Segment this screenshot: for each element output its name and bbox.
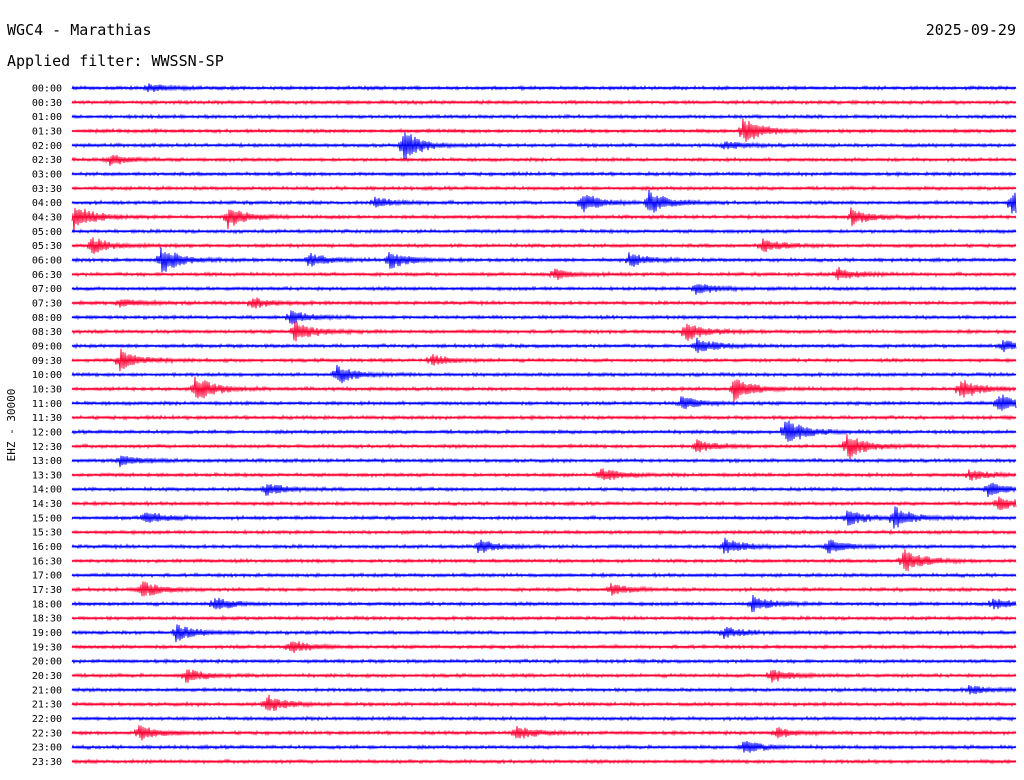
time-tick-label: 06:00	[32, 255, 62, 266]
seismic-trace	[71, 624, 1017, 643]
time-tick-label: 22:30	[32, 728, 62, 739]
seismic-trace	[71, 266, 1017, 281]
trace-group	[71, 83, 1017, 765]
time-tick-label: 15:00	[32, 513, 62, 524]
time-tick-label: 01:00	[32, 112, 62, 123]
time-tick-label: 04:30	[32, 212, 62, 223]
time-tick-label: 11:00	[32, 399, 62, 410]
time-tick-label: 17:30	[32, 585, 62, 596]
time-tick-label: 10:30	[32, 384, 62, 395]
time-tick-label: 05:30	[32, 241, 62, 252]
time-tick-label: 13:00	[32, 456, 62, 467]
date-label: 2025-09-29	[925, 21, 1016, 39]
time-tick-label: 08:30	[32, 327, 62, 338]
time-tick-label: 07:30	[32, 298, 62, 309]
time-tick-label: 12:00	[32, 427, 62, 438]
time-tick-labels: 00:00 00:30 01:00 01:30 02:00 02:30 03:00 03:30…	[32, 84, 62, 769]
time-tick-label: 03:00	[32, 169, 62, 180]
seismic-trace	[71, 118, 1017, 142]
time-tick-label: 11:30	[32, 413, 62, 424]
filter-label: Applied filter: WWSSN-SP	[7, 52, 224, 70]
time-tick-label: 16:30	[32, 556, 62, 567]
time-tick-label: 19:00	[32, 628, 62, 639]
seismic-trace	[71, 154, 1017, 166]
time-tick-label: 08:00	[32, 313, 62, 324]
time-tick-label: 18:30	[32, 614, 62, 625]
time-tick-label: 12:30	[32, 442, 62, 453]
time-tick-label: 09:30	[32, 356, 62, 367]
seismic-trace	[71, 207, 1017, 232]
time-tick-label: 22:00	[32, 714, 62, 725]
time-tick-label: 00:30	[32, 98, 62, 109]
station-title: WGC4 - Marathias	[7, 21, 152, 39]
time-tick-label: 19:30	[32, 642, 62, 653]
time-tick-label: 21:30	[32, 700, 62, 711]
time-tick-label: 14:00	[32, 485, 62, 496]
time-tick-label: 17:00	[32, 571, 62, 582]
time-tick-label: 07:00	[32, 284, 62, 295]
time-tick-label: 20:30	[32, 671, 62, 682]
time-tick-label: 05:00	[32, 227, 62, 238]
seismic-trace	[71, 190, 1017, 214]
time-tick-label: 01:30	[32, 126, 62, 137]
time-tick-label: 02:30	[32, 155, 62, 166]
time-tick-label: 20:00	[32, 657, 62, 668]
seismic-trace	[71, 694, 1017, 711]
time-tick-label: 09:00	[32, 341, 62, 352]
time-tick-label: 10:00	[32, 370, 62, 381]
time-tick-label: 04:00	[32, 198, 62, 209]
seismic-trace	[71, 455, 1017, 468]
time-tick-label: 06:30	[32, 270, 62, 281]
seismic-trace	[71, 284, 1017, 295]
time-tick-label: 18:00	[32, 599, 62, 610]
time-tick-label: 15:30	[32, 528, 62, 539]
time-tick-label: 00:00	[32, 84, 62, 95]
time-tick-label: 02:00	[32, 141, 62, 152]
time-tick-label: 21:00	[32, 685, 62, 696]
seismic-trace	[71, 537, 1017, 554]
channel-label: EHZ - 30000	[5, 389, 18, 462]
time-tick-label: 14:30	[32, 499, 62, 510]
time-tick-label: 03:30	[32, 184, 62, 195]
time-tick-label: 23:00	[32, 743, 62, 754]
time-tick-label: 13:30	[32, 470, 62, 481]
seismic-trace	[71, 420, 1017, 442]
time-tick-label: 16:00	[32, 542, 62, 553]
time-tick-label: 23:30	[32, 757, 62, 768]
